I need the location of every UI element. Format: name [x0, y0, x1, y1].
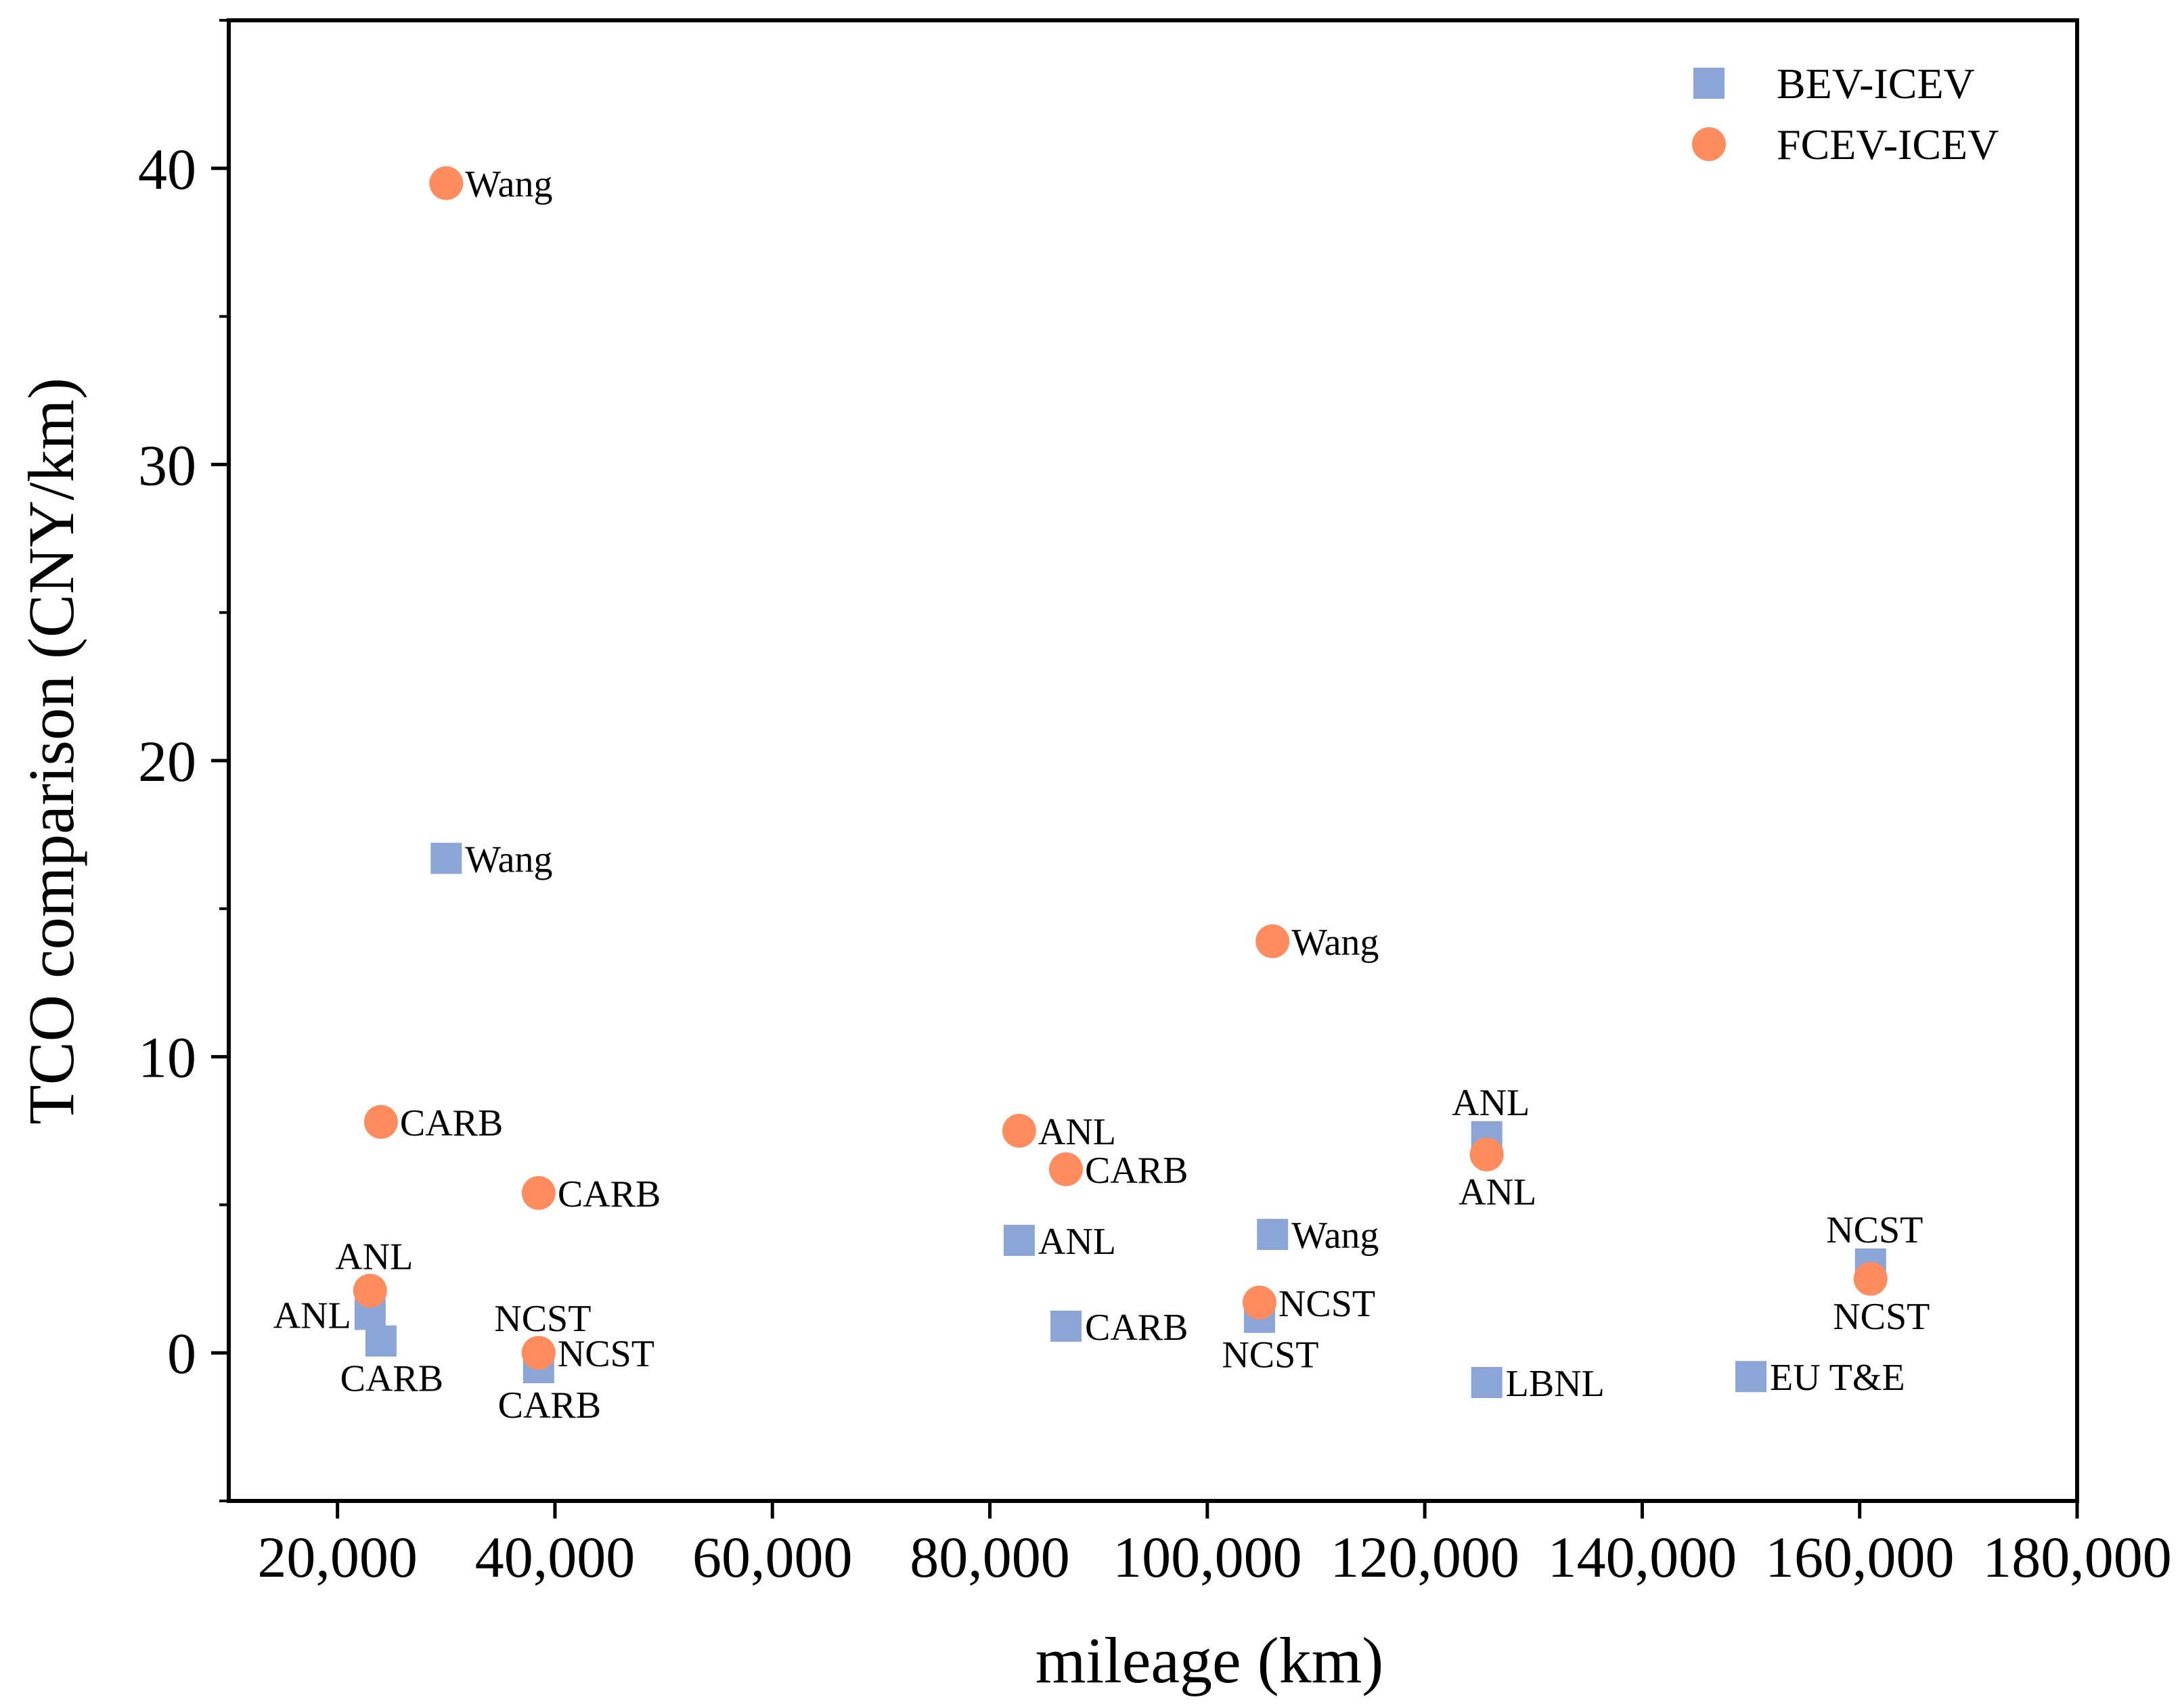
fcev-icev-point: [521, 1336, 556, 1370]
point-label: CARB: [340, 1358, 444, 1400]
point-label: LBNL: [1506, 1363, 1605, 1405]
y-tick-label: 30: [138, 432, 196, 497]
y-tick-label: 10: [138, 1025, 196, 1090]
bev-icev-point: [430, 842, 462, 874]
x-tick-label: 180,000: [1982, 1525, 2172, 1590]
point-label: NCST: [558, 1333, 654, 1375]
point-label: Wang: [1291, 1215, 1379, 1257]
fcev-icev-point: [1048, 1152, 1083, 1186]
fcev-icev-point: [1242, 1285, 1276, 1320]
fcev-icev-point: [1002, 1114, 1036, 1148]
legend-label: BEV-ICEV: [1777, 60, 1975, 108]
plot-frame: [227, 18, 2079, 1503]
point-label: ANL: [1038, 1111, 1116, 1153]
point-label: CARB: [400, 1102, 504, 1144]
x-axis-ticks: 20,000 40,000 60,000 80,000 100,000 120,000 14…: [257, 1501, 2172, 1590]
point-label: Wang: [1291, 922, 1379, 964]
data-points: [353, 166, 1888, 1398]
point-label: ANL: [1459, 1171, 1536, 1213]
bev-icev-point: [1050, 1310, 1082, 1342]
point-label: CARB: [498, 1385, 602, 1426]
point-label: Wang: [465, 164, 552, 206]
x-tick-label: 160,000: [1765, 1525, 1955, 1590]
legend-square-marker: [1693, 68, 1725, 99]
fcev-icev-point: [1853, 1261, 1888, 1296]
fcev-icev-point: [353, 1274, 387, 1308]
point-label: NCST: [494, 1298, 591, 1340]
legend: BEV-ICEV FCEV-ICEV: [1692, 60, 1999, 168]
bev-icev-point: [1257, 1219, 1289, 1251]
point-label: Wang: [465, 838, 552, 880]
y-tick-label: 20: [138, 729, 196, 794]
point-label: ANL: [335, 1236, 413, 1278]
x-tick-label: 40,000: [475, 1525, 636, 1590]
point-label: ANL: [273, 1295, 351, 1336]
legend-circle-marker: [1692, 127, 1726, 161]
x-tick-label: 120,000: [1330, 1525, 1519, 1590]
point-label: NCST: [1222, 1334, 1318, 1376]
point-label: NCST: [1278, 1283, 1375, 1325]
point-label: CARB: [558, 1173, 661, 1215]
x-tick-label: 140,000: [1548, 1525, 1737, 1590]
point-label: EU T&E: [1770, 1357, 1905, 1399]
point-label: CARB: [1085, 1307, 1188, 1349]
fcev-icev-point: [363, 1104, 398, 1139]
bev-icev-point: [1735, 1361, 1767, 1393]
bev-icev-point: [1003, 1224, 1035, 1256]
point-label: ANL: [1038, 1221, 1116, 1263]
x-tick-label: 20,000: [257, 1525, 418, 1590]
point-label: CARB: [1085, 1150, 1188, 1192]
fcev-icev-point: [1469, 1138, 1504, 1172]
bev-icev-point: [1471, 1366, 1503, 1398]
y-tick-label: 40: [138, 137, 196, 202]
x-tick-label: 80,000: [910, 1525, 1070, 1590]
point-label: ANL: [1452, 1082, 1530, 1124]
x-tick-label: 60,000: [692, 1525, 853, 1590]
y-axis-title: TCO comparison (CNY/km): [15, 378, 87, 1125]
point-label: NCST: [1826, 1209, 1923, 1251]
fcev-icev-point: [1255, 924, 1290, 958]
bev-icev-point: [365, 1325, 397, 1357]
point-label: NCST: [1833, 1296, 1930, 1338]
x-tick-label: 100,000: [1113, 1525, 1302, 1590]
fcev-icev-point: [429, 166, 464, 200]
x-axis-title: mileage (km): [1036, 1624, 1383, 1696]
y-tick-label: 0: [167, 1321, 196, 1386]
y-axis-ticks: 0 10 20 30 40: [138, 19, 229, 1502]
legend-label: FCEV-ICEV: [1777, 120, 1999, 168]
point-labels: WangANLCARBCARBANLCARBWangNCSTANLLBNLNCS…: [273, 164, 1930, 1426]
fcev-icev-point: [521, 1175, 556, 1210]
